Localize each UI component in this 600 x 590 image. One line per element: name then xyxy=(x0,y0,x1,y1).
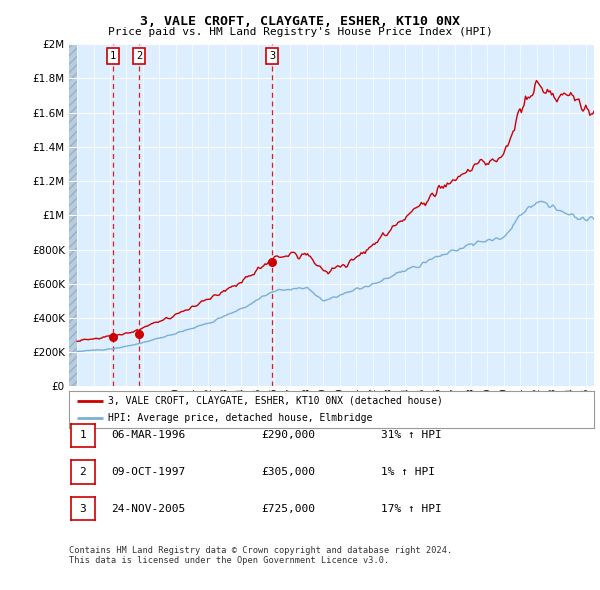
Text: 2: 2 xyxy=(79,467,86,477)
Text: 17% ↑ HPI: 17% ↑ HPI xyxy=(381,504,442,513)
Text: HPI: Average price, detached house, Elmbridge: HPI: Average price, detached house, Elmb… xyxy=(109,414,373,424)
Text: 3, VALE CROFT, CLAYGATE, ESHER, KT10 0NX (detached house): 3, VALE CROFT, CLAYGATE, ESHER, KT10 0NX… xyxy=(109,396,443,406)
Text: 2: 2 xyxy=(136,51,142,61)
Text: £305,000: £305,000 xyxy=(261,467,315,477)
Text: £290,000: £290,000 xyxy=(261,431,315,440)
Text: 3: 3 xyxy=(269,51,275,61)
Text: 31% ↑ HPI: 31% ↑ HPI xyxy=(381,431,442,440)
Text: 06-MAR-1996: 06-MAR-1996 xyxy=(111,431,185,440)
Bar xyxy=(69,44,77,386)
Text: 3, VALE CROFT, CLAYGATE, ESHER, KT10 0NX: 3, VALE CROFT, CLAYGATE, ESHER, KT10 0NX xyxy=(140,15,460,28)
Text: Price paid vs. HM Land Registry's House Price Index (HPI): Price paid vs. HM Land Registry's House … xyxy=(107,27,493,37)
Text: 24-NOV-2005: 24-NOV-2005 xyxy=(111,504,185,513)
Text: 1: 1 xyxy=(79,431,86,440)
Text: 09-OCT-1997: 09-OCT-1997 xyxy=(111,467,185,477)
Text: 3: 3 xyxy=(79,504,86,513)
Text: 1% ↑ HPI: 1% ↑ HPI xyxy=(381,467,435,477)
Text: £725,000: £725,000 xyxy=(261,504,315,513)
Text: Contains HM Land Registry data © Crown copyright and database right 2024.
This d: Contains HM Land Registry data © Crown c… xyxy=(69,546,452,565)
Text: 1: 1 xyxy=(110,51,116,61)
